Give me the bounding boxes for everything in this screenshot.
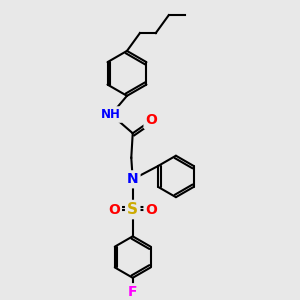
Text: O: O bbox=[146, 113, 158, 127]
Text: NH: NH bbox=[101, 108, 121, 121]
Text: S: S bbox=[127, 202, 138, 217]
Text: O: O bbox=[146, 202, 158, 217]
Text: N: N bbox=[127, 172, 139, 186]
Text: O: O bbox=[108, 202, 120, 217]
Text: F: F bbox=[128, 285, 137, 299]
